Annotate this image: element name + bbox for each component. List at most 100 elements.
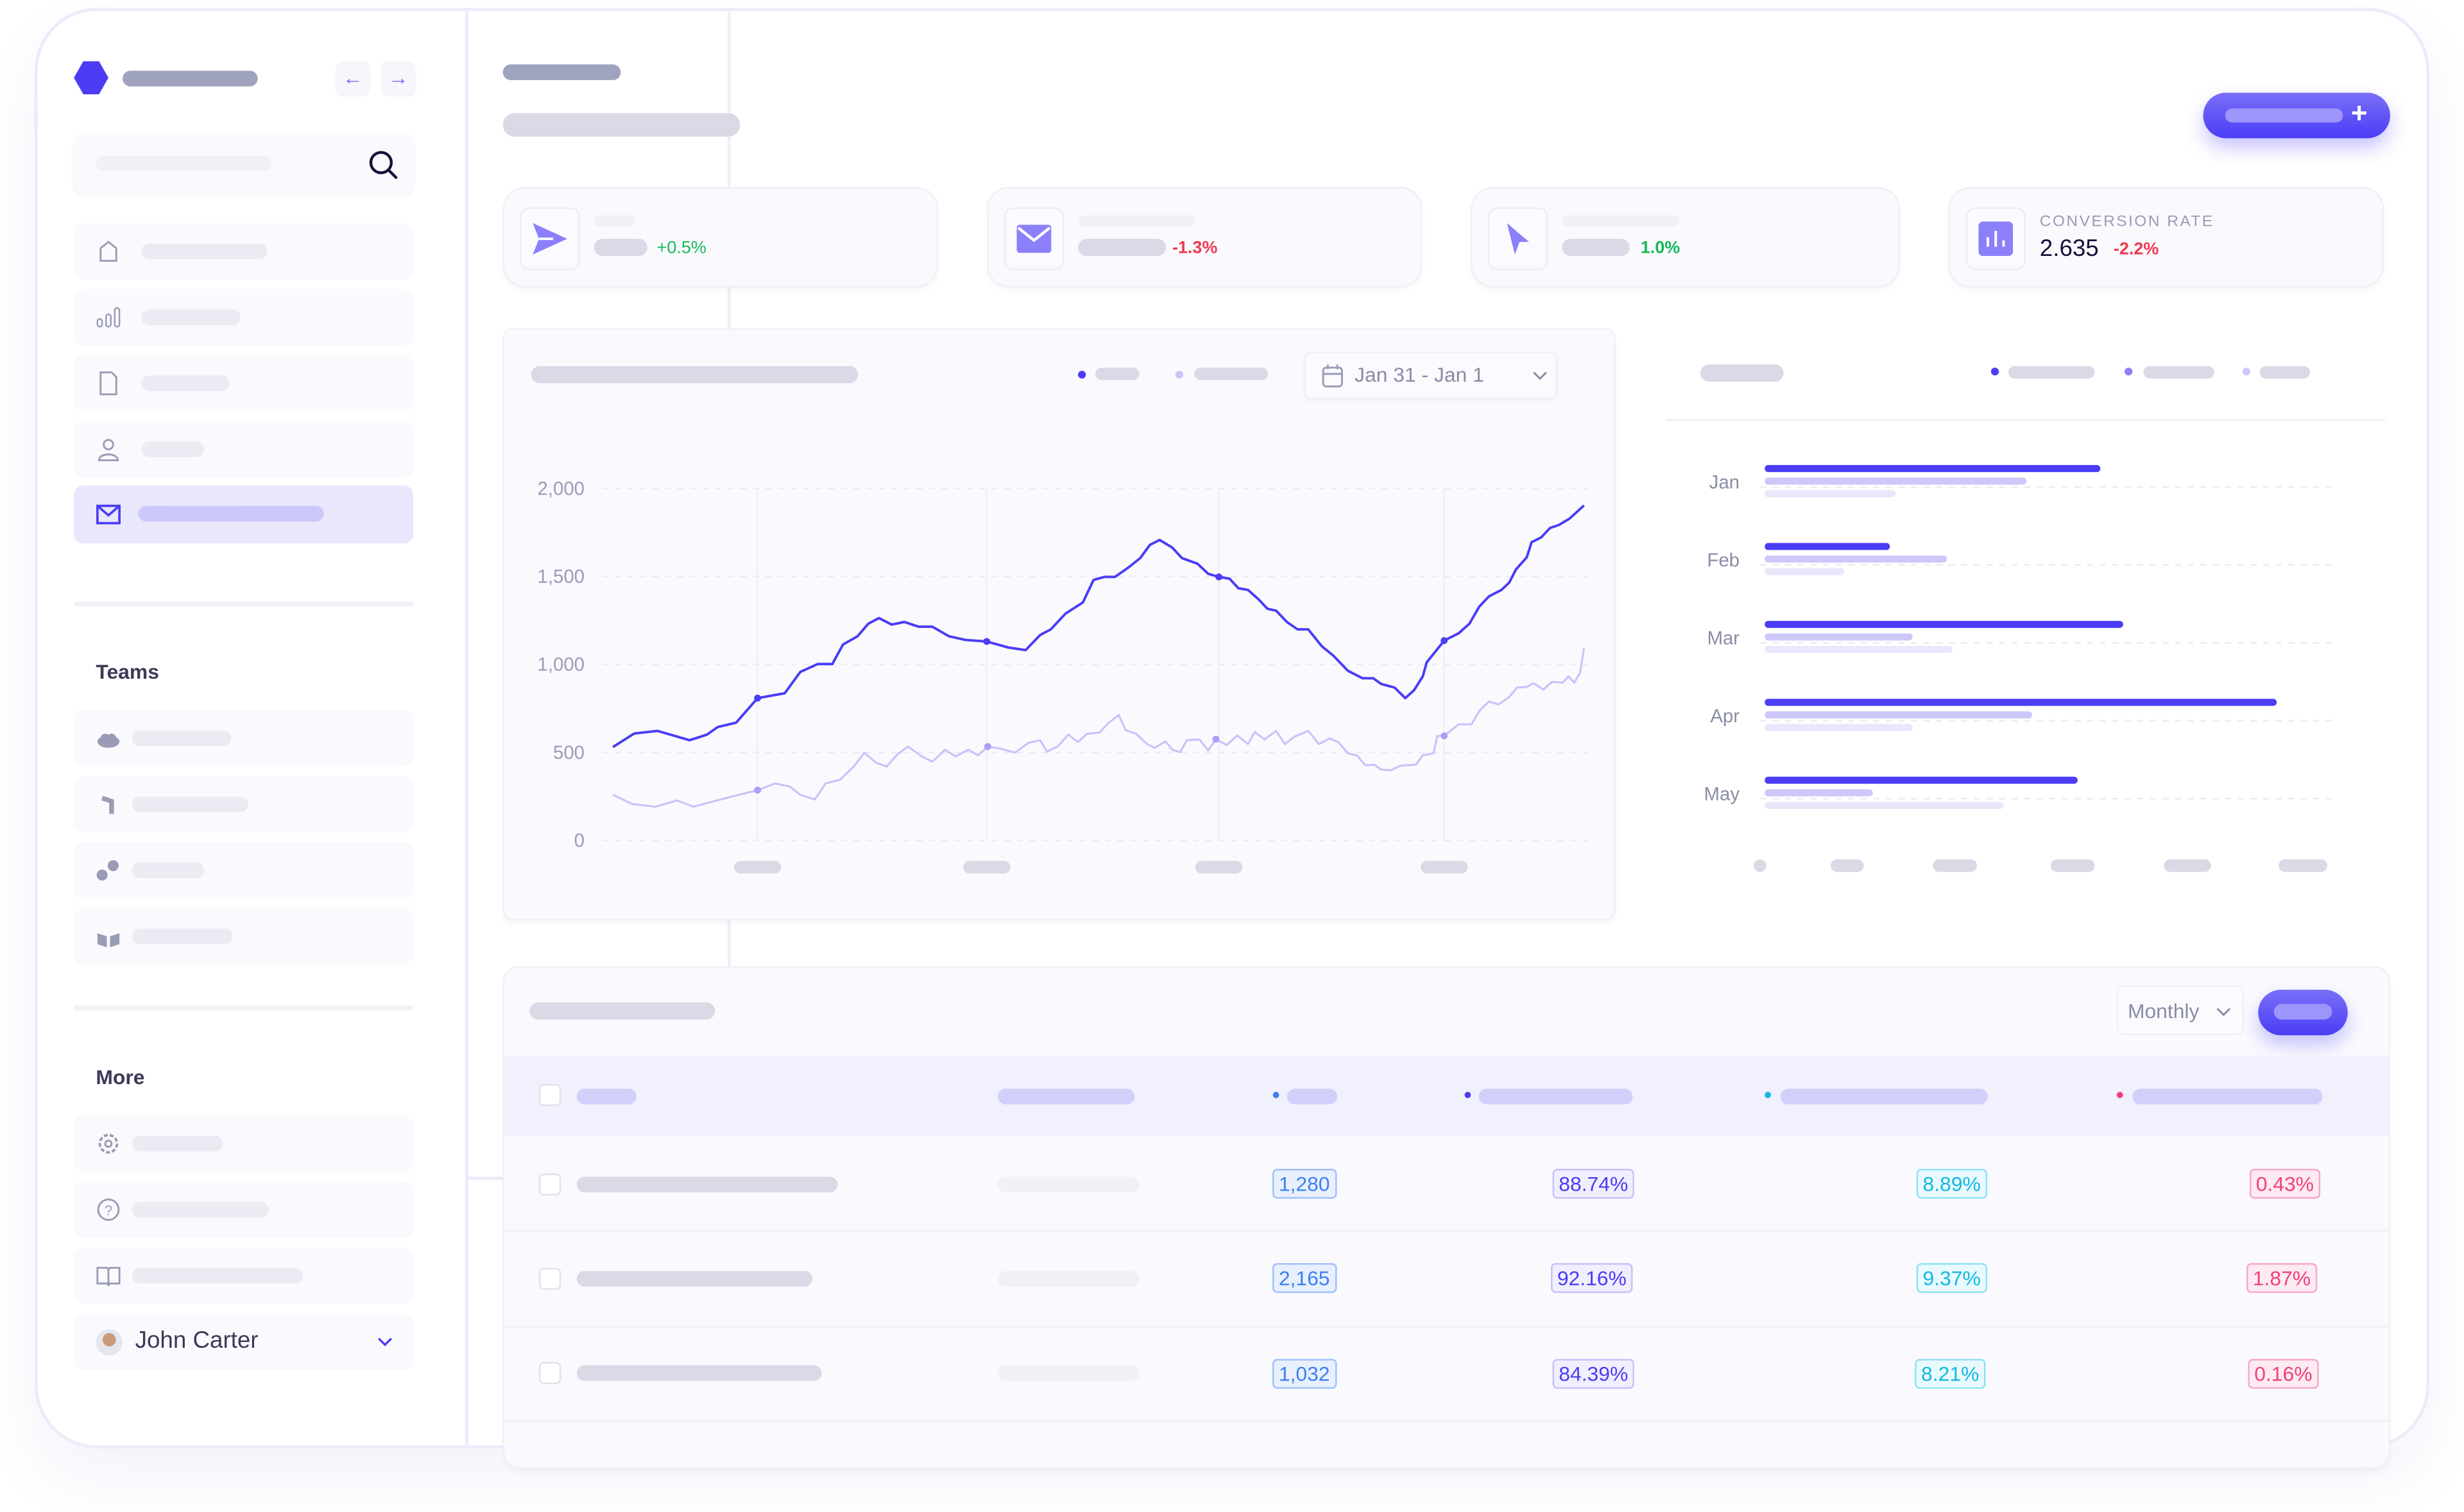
button-label-placeholder [2273, 1003, 2332, 1020]
sidebar-item-help[interactable]: ? [74, 1181, 414, 1238]
stat-card-conversion: CONVERSION RATE 2.635 -2.2% [1948, 187, 2384, 288]
column-header[interactable] [2132, 1089, 2323, 1105]
stat-change: -2.2% [2113, 240, 2159, 260]
date-range-value: Jan 31 - Jan 1 [1355, 362, 1484, 387]
table-row[interactable]: 1,032 84.39% 8.21% 0.16% [504, 1327, 2389, 1422]
column-header[interactable] [998, 1089, 1135, 1105]
data-point [754, 786, 762, 794]
row-checkbox[interactable] [539, 1362, 561, 1384]
data-point [1441, 637, 1448, 645]
chevron-down-icon[interactable] [377, 1336, 393, 1348]
label-placeholder [132, 928, 233, 944]
label-placeholder [132, 862, 205, 878]
y-tick-label: 1,500 [538, 566, 585, 588]
search-input[interactable] [74, 133, 414, 194]
cell-badge: 0.16% [2248, 1359, 2319, 1389]
table-title-placeholder [529, 1002, 715, 1020]
page-title-placeholder [502, 64, 621, 80]
app-name-placeholder [123, 71, 258, 87]
sidebar-border [465, 8, 468, 1448]
team-item[interactable] [74, 842, 414, 899]
value-placeholder [594, 239, 647, 257]
label-placeholder [132, 1202, 269, 1218]
search-icon[interactable] [368, 149, 399, 181]
bar [1765, 699, 2277, 706]
forward-button[interactable]: → [382, 61, 415, 94]
cell-placeholder [998, 1271, 1140, 1287]
more-heading: More [96, 1065, 145, 1089]
data-point [1215, 573, 1222, 581]
user-menu[interactable]: John Carter [74, 1313, 414, 1370]
back-button[interactable]: ← [336, 61, 370, 94]
data-point [1212, 735, 1220, 743]
table-action-button[interactable] [2258, 989, 2348, 1035]
sidebar-item-users[interactable] [74, 421, 414, 478]
bar [1765, 620, 2123, 628]
y-tick-label: 0 [574, 830, 585, 851]
column-header[interactable] [1287, 1089, 1338, 1105]
sidebar-item-home[interactable] [74, 223, 414, 280]
table-row[interactable]: 2,165 92.16% 9.37% 1.87% [504, 1233, 2389, 1328]
mail-icon [96, 504, 121, 525]
stat-card-sent: +0.5% [502, 187, 939, 288]
sidebar-item-documents[interactable] [74, 355, 414, 412]
label-placeholder [594, 215, 635, 226]
cell-placeholder [998, 1176, 1140, 1193]
cell-badge: 1,280 [1272, 1169, 1337, 1199]
team-item[interactable] [74, 709, 414, 767]
column-header[interactable] [576, 1089, 637, 1105]
period-select[interactable]: Monthly [2116, 985, 2245, 1035]
sidebar-item-docs[interactable] [74, 1247, 414, 1304]
column-header[interactable] [1478, 1089, 1633, 1105]
x-tick-placeholder [2050, 859, 2095, 872]
select-all-checkbox[interactable] [539, 1083, 561, 1107]
bracket-icon [96, 792, 121, 817]
row-checkbox[interactable] [539, 1268, 561, 1290]
row-checkbox[interactable] [539, 1173, 561, 1196]
label-placeholder [132, 796, 248, 813]
legend-dot [1990, 368, 1999, 376]
legend-label-placeholder [2259, 366, 2311, 379]
stat-change: -1.3% [1172, 239, 1218, 258]
bar [1765, 477, 2027, 485]
sidebar-item-settings[interactable] [74, 1115, 414, 1172]
label-placeholder [141, 309, 241, 325]
legend-dot [2125, 368, 2133, 376]
add-button[interactable]: + [2203, 92, 2390, 139]
calendar-icon [1322, 364, 1343, 387]
legend-label-placeholder [1194, 368, 1269, 380]
legend-dot [1078, 370, 1086, 379]
table-row[interactable]: 1,280 88.74% 8.89% 0.43% [504, 1137, 2389, 1232]
bar [1765, 464, 2101, 472]
bar [1765, 490, 1896, 498]
column-header[interactable] [1780, 1089, 1988, 1105]
category-label: Mar [1707, 628, 1740, 649]
help-icon: ? [96, 1197, 121, 1222]
data-point [984, 743, 991, 751]
date-range-select[interactable]: Jan 31 - Jan 1 [1304, 352, 1557, 400]
sidebar-item-analytics[interactable] [74, 289, 414, 346]
y-tick-label: 1,000 [538, 654, 585, 675]
sidebar-item-mail[interactable] [74, 485, 414, 544]
cell-badge: 1,032 [1272, 1359, 1337, 1389]
bar [1765, 801, 2004, 809]
column-dot [2116, 1092, 2123, 1098]
chevron-down-icon [2216, 1008, 2231, 1017]
hexagon-logo-icon[interactable] [74, 61, 108, 94]
label-placeholder [132, 1268, 304, 1284]
team-item[interactable] [74, 776, 414, 833]
button-label-placeholder [2225, 108, 2343, 123]
user-icon [98, 439, 119, 462]
cell-badge: 1.87% [2246, 1262, 2317, 1293]
stat-change: +0.5% [656, 239, 706, 258]
period-value: Monthly [2127, 999, 2200, 1023]
cell-placeholder [998, 1365, 1140, 1381]
legend-label-placeholder [1095, 368, 1140, 380]
team-item[interactable] [74, 908, 414, 965]
x-tick-placeholder [1420, 861, 1468, 874]
x-tick-placeholder [963, 861, 1011, 874]
search-placeholder [96, 155, 272, 171]
table-card [502, 966, 2390, 1469]
cell-badge: 92.16% [1551, 1262, 1633, 1293]
label-placeholder [141, 441, 205, 457]
